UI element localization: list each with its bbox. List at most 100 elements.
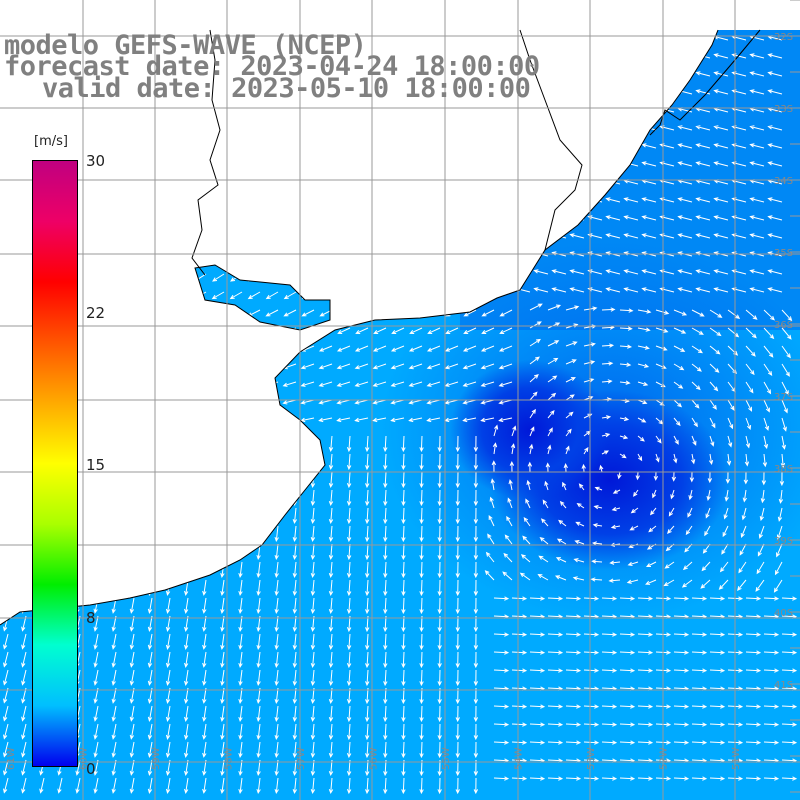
wind-arrow	[691, 740, 708, 745]
wind-arrow	[749, 233, 765, 239]
wind-arrow	[695, 161, 711, 167]
lon-label: 56W	[369, 747, 380, 770]
wind-arrow	[202, 471, 207, 488]
wind-arrow	[390, 345, 405, 352]
wind-arrow	[401, 651, 406, 669]
wind-arrow	[392, 255, 405, 265]
wind-arrow	[462, 417, 477, 423]
wind-arrow	[430, 147, 441, 159]
wind-arrow	[723, 507, 729, 520]
wind-arrow	[264, 399, 279, 405]
wind-arrow	[394, 165, 405, 177]
wind-arrow	[431, 129, 441, 142]
wind-arrow	[583, 360, 596, 365]
wind-arrow	[763, 722, 780, 727]
wind-arrow	[689, 471, 695, 483]
wind-arrow	[178, 147, 189, 159]
wind-arrow	[480, 399, 495, 405]
wind-arrow	[401, 633, 406, 651]
wind-arrow	[583, 596, 600, 601]
wind-arrow	[365, 507, 370, 525]
wind-arrow	[93, 669, 99, 686]
wind-arrow	[601, 450, 610, 455]
wind-arrow	[292, 525, 298, 543]
wind-arrow	[637, 417, 647, 423]
wind-arrow	[0, 219, 9, 230]
wind-arrow	[473, 723, 479, 741]
wind-arrow	[578, 483, 585, 491]
wind-arrow	[479, 215, 495, 221]
wind-arrow	[274, 525, 279, 543]
wind-arrow	[274, 435, 279, 453]
wind-arrow	[691, 399, 700, 409]
wind-arrow	[124, 165, 135, 177]
wind-arrow	[745, 417, 752, 431]
wind-arrow	[668, 507, 675, 517]
wind-arrow	[633, 489, 639, 497]
wind-arrow	[749, 53, 765, 59]
wind-arrow	[763, 309, 775, 321]
wind-arrow	[437, 489, 442, 507]
wind-arrow	[653, 471, 659, 481]
wind-arrow	[292, 543, 298, 561]
wind-arrow	[663, 579, 675, 587]
wind-arrow	[102, 363, 117, 370]
wind-arrow	[336, 363, 351, 370]
wind-arrow	[160, 183, 171, 195]
wind-arrow	[17, 129, 27, 142]
wind-arrow	[356, 273, 369, 282]
wind-arrow	[13, 327, 27, 334]
wind-arrow	[238, 633, 243, 651]
wind-arrow	[393, 201, 405, 212]
colorbar-unit: [m/s]	[34, 134, 68, 149]
wind-arrow	[323, 129, 333, 142]
wind-arrow	[220, 651, 225, 669]
wind-arrow	[419, 597, 424, 615]
wind-arrow	[111, 579, 117, 596]
wind-arrow	[383, 705, 388, 723]
wind-arrow	[533, 287, 549, 293]
wind-arrow	[359, 129, 369, 142]
wind-arrow	[745, 722, 762, 727]
wind-arrow	[372, 399, 387, 405]
wind-arrow	[93, 651, 99, 668]
colorbar-tick-30: 30	[86, 152, 106, 170]
wind-arrow	[383, 741, 388, 759]
wind-arrow	[497, 143, 513, 149]
wind-arrow	[499, 327, 513, 334]
wind-arrow	[576, 502, 585, 509]
wind-arrow	[274, 651, 279, 669]
wind-arrow	[176, 255, 189, 265]
wind-arrow	[455, 525, 460, 543]
wind-arrow	[682, 561, 693, 571]
wind-arrow	[745, 363, 755, 376]
wind-arrow	[713, 71, 729, 77]
wind-arrow	[781, 345, 791, 359]
wind-arrow	[156, 417, 171, 423]
wind-arrow	[709, 363, 720, 373]
wind-arrow	[392, 273, 405, 282]
wind-arrow	[673, 399, 683, 408]
wind-arrow	[318, 381, 333, 387]
wind-arrow	[707, 471, 713, 484]
wind-arrow	[21, 453, 27, 470]
wind-arrow	[213, 201, 225, 212]
wind-arrow	[401, 705, 406, 723]
wind-arrow	[292, 579, 298, 597]
wind-arrow	[565, 377, 576, 383]
wind-arrow	[383, 777, 388, 795]
wind-arrow	[102, 417, 117, 423]
wind-arrow	[184, 669, 189, 686]
wind-arrow	[354, 399, 369, 405]
wind-arrow	[601, 596, 618, 601]
wind-arrow	[673, 309, 688, 316]
wind-arrow	[529, 391, 538, 401]
wind-arrow	[14, 237, 27, 247]
wind-arrow	[583, 650, 600, 655]
wind-arrow	[292, 669, 298, 687]
wind-arrow	[328, 741, 334, 759]
wind-arrow	[165, 561, 171, 578]
wind-arrow	[266, 255, 279, 265]
wind-arrow	[165, 525, 171, 542]
wind-arrow	[605, 125, 621, 131]
